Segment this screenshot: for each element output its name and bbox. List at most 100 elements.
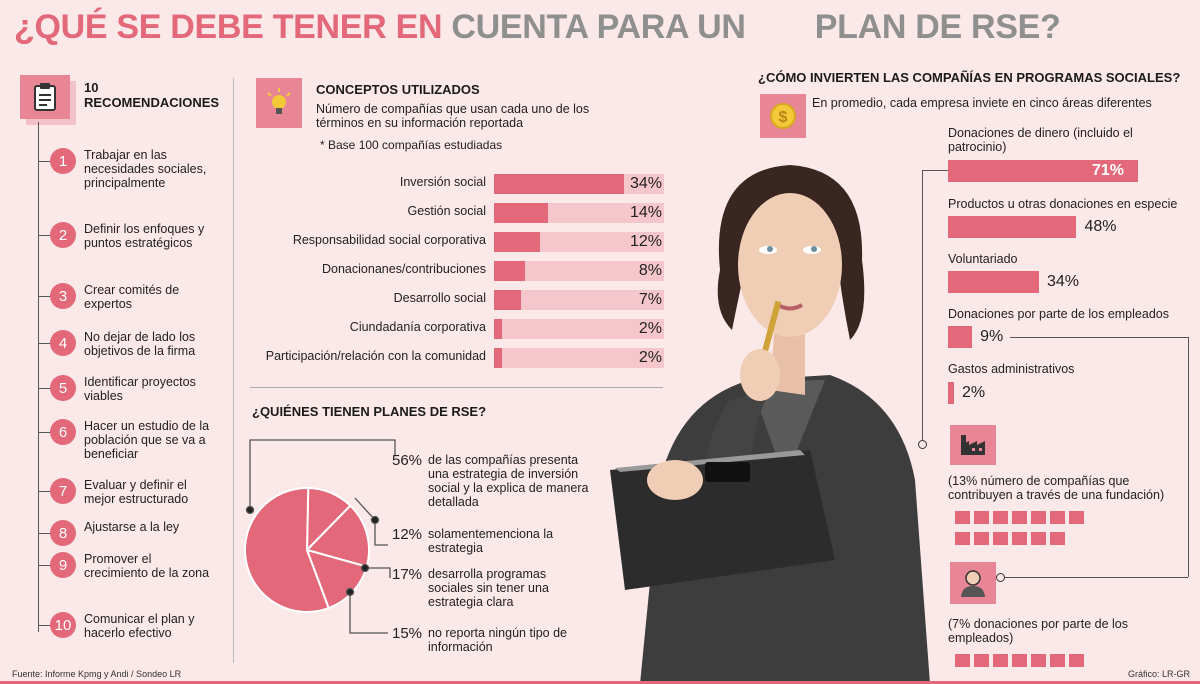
rec-connector (38, 343, 52, 345)
concept-value: 7% (638, 291, 662, 308)
woman-illustration (610, 165, 930, 684)
rec-number-badge: 9 (50, 552, 76, 578)
pie-leader-line (365, 567, 391, 578)
rec-text: Evaluar y definir el mejor estructurado (84, 478, 189, 506)
investment-label: Donaciones de dinero (incluido el patroc… (948, 126, 1133, 154)
unit-square (1012, 654, 1027, 667)
concept-bar (494, 319, 502, 339)
rec-number-badge: 5 (50, 375, 76, 401)
section-divider (250, 387, 663, 389)
concept-value: 14% (629, 204, 662, 221)
rec-number-badge: 6 (50, 419, 76, 445)
concept-label: Desarrollo social (393, 291, 486, 305)
investment-connector-left (922, 170, 924, 445)
unit-square (993, 654, 1008, 667)
concept-bar-track: 14% (494, 203, 664, 223)
pie-percent: 56% (392, 452, 423, 469)
investment-value: 2% (962, 384, 986, 401)
investment-label: Gastos administrativos (948, 362, 1075, 376)
rec-number-badge: 7 (50, 478, 76, 504)
unit-square (974, 532, 989, 545)
pie-leader-line (354, 497, 388, 546)
investment-label: Voluntariado (948, 252, 1018, 266)
pie-leader-dot (345, 587, 355, 597)
pie-leader-line (249, 439, 396, 510)
pie-leader-dot (245, 505, 255, 515)
investment-bar (948, 382, 954, 404)
unit-square (955, 654, 970, 667)
bottom-bar (0, 681, 1200, 684)
rec-number-badge: 3 (50, 283, 76, 309)
recommendations-connector (38, 122, 40, 632)
concept-bar-track: 8% (494, 261, 664, 281)
concept-label: Participación/relación con la comunidad (265, 349, 486, 363)
concept-bar (494, 290, 521, 310)
rec-connector (38, 491, 52, 493)
pie-leader-dot (370, 515, 380, 525)
column-divider (233, 78, 235, 663)
concept-bar (494, 232, 540, 252)
rec-connector (38, 565, 52, 567)
rec-text: Hacer un estudio de la población que se … (84, 419, 210, 461)
concept-bar-track: 12% (494, 232, 664, 252)
connector-dot (996, 573, 1005, 582)
connector-dot (918, 440, 927, 449)
rec-number-badge: 10 (50, 612, 76, 638)
rec-text: No dejar de lado los objetivos de la fir… (84, 330, 196, 358)
rec-text: Promover el crecimiento de la zona (84, 552, 210, 580)
investment-value: 9% (980, 328, 1004, 345)
pie-slice (305, 504, 370, 568)
rec-text: Trabajar en las necesidades sociales, pr… (84, 148, 207, 190)
concept-value: 34% (629, 175, 662, 192)
coin-icon: $ (760, 94, 806, 138)
concept-bar-track: 7% (494, 290, 664, 310)
page-title: ¿QUÉ SE DEBE TENER EN CUENTA PARA UN PLA… (14, 8, 1061, 47)
rec-connector (38, 161, 52, 163)
unit-square (1050, 511, 1065, 524)
pie-description: desarrolla programas sociales sin tener … (428, 567, 549, 609)
concepts-heading: CONCEPTOS UTILIZADOS (316, 82, 480, 97)
unit-square (1069, 511, 1084, 524)
svg-text:$: $ (779, 109, 788, 126)
unit-square (974, 654, 989, 667)
rec-number-badge: 4 (50, 330, 76, 356)
rec-number-badge: 1 (50, 148, 76, 174)
concept-value: 2% (638, 320, 662, 337)
concept-label: Ciundadanía corporativa (349, 320, 486, 334)
concept-label: Donacionanes/contribuciones (322, 262, 486, 276)
unit-square (1031, 654, 1046, 667)
rec-text: Crear comités de expertos (84, 283, 180, 311)
concept-value: 12% (629, 233, 662, 250)
investment-connector-top (922, 170, 948, 172)
unit-square (955, 511, 970, 524)
investment-value: 48% (1084, 218, 1117, 235)
person-icon (950, 562, 996, 604)
investment-value: 71% (1092, 162, 1125, 179)
investment-bar (948, 160, 1138, 182)
rec-connector (38, 388, 52, 390)
clipboard-icon (20, 75, 70, 119)
title-part-2: CUENTA PARA UN (451, 8, 746, 46)
title-part-3: PLAN DE RSE? (814, 8, 1061, 46)
footer-credit: Gráfico: LR-GR (1128, 669, 1191, 679)
concept-label: Inversión social (399, 175, 486, 189)
title-part-1: ¿QUÉ SE DEBE TENER EN (14, 8, 443, 46)
pie-leader-line (349, 592, 388, 634)
rec-connector (38, 296, 52, 298)
concept-bar-track: 2% (494, 319, 664, 339)
unit-square (993, 511, 1008, 524)
concepts-note: * Base 100 compañías estudiadas (320, 138, 503, 152)
concepts-subtitle: Número de compañías que usan cada uno de… (316, 102, 590, 130)
concept-label: Responsabilidad social corporativa (292, 233, 486, 247)
investment-subtitle: En promedio, cada empresa inviete en cin… (812, 96, 1152, 110)
footer-source: Fuente: Informe Kpmg y Andi / Sondeo LR (12, 669, 182, 679)
unit-square (993, 532, 1008, 545)
investment-label: Productos u otras donaciones en especie (948, 197, 1178, 211)
investment-label: Donaciones por parte de los empleados (948, 307, 1169, 321)
investment-connector-right-bottom (1000, 577, 1188, 579)
pie-percent: 12% (392, 526, 423, 543)
pie-description: de las compañías presenta una estrategia… (428, 453, 589, 509)
plans-heading: ¿QUIÉNES TIENEN PLANES DE RSE? (252, 404, 487, 419)
concept-bar-track: 34% (494, 174, 664, 194)
pie-leader-dot (360, 563, 370, 573)
